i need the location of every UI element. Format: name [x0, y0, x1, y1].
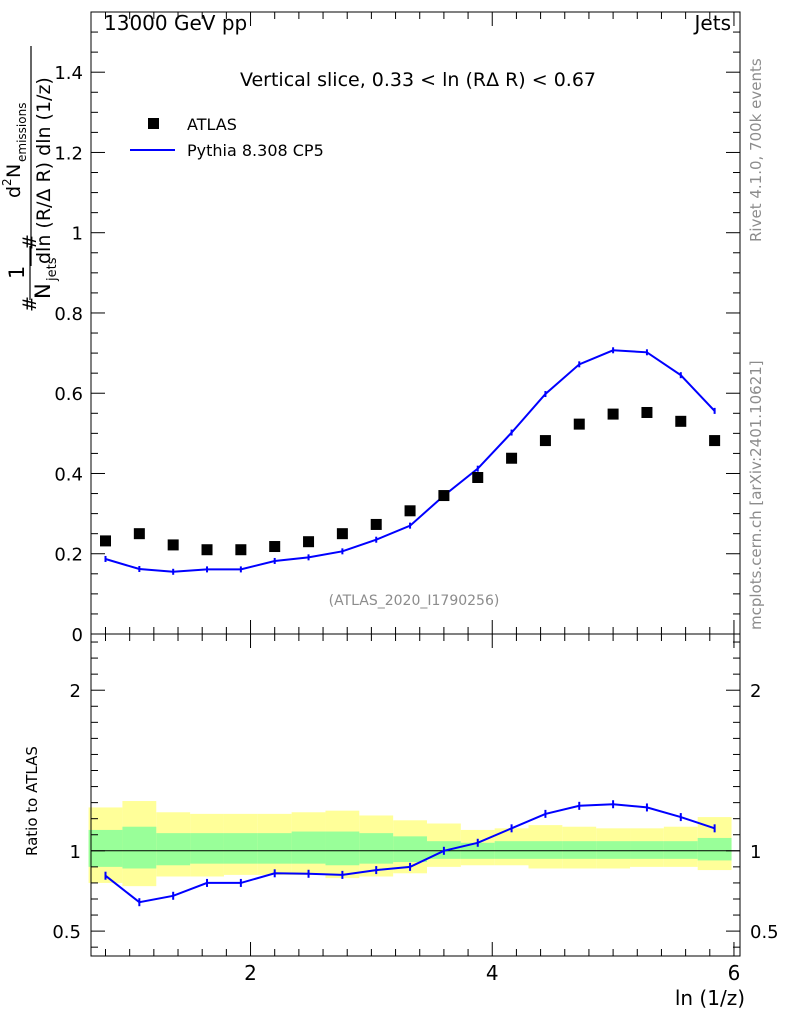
rivet-info: Rivet 4.1.0, 700k events [747, 58, 765, 242]
header-left: 13000 GeV pp [104, 11, 247, 35]
data-point [269, 541, 281, 553]
ylabel-top-N: N [3, 164, 25, 178]
main-y-tick-label: 1 [72, 224, 83, 245]
data-point [201, 544, 213, 556]
data-point [303, 536, 315, 548]
data-point [404, 505, 416, 517]
data-point [506, 452, 518, 464]
data-point [370, 518, 382, 530]
data-point [607, 408, 619, 420]
main-y-tick-label: 1.2 [54, 143, 83, 164]
ratio-y-tick-label-left: 0.5 [52, 922, 81, 943]
analysis-watermark: (ATLAS_2020_I1790256) [329, 593, 500, 609]
ylabel-frac-den-sub: jets [45, 257, 60, 282]
ylabel-frac-den: N [31, 283, 55, 299]
uncertainty-band-stat [359, 833, 394, 864]
header-right: Jets [693, 11, 731, 35]
uncertainty-band-stat [393, 836, 427, 863]
ratio-plot-frame [90, 633, 741, 957]
main-y-tick-label: 0.8 [54, 304, 83, 325]
data-point [573, 418, 585, 430]
data-point [100, 535, 112, 547]
ylabel-top-sup: 2 [0, 178, 14, 186]
main-y-tick-label: 0.4 [54, 464, 83, 485]
data-point [675, 415, 687, 427]
legend: ATLAS Pythia 8.308 CP5 [130, 115, 324, 160]
ylabel-hash-2: # [19, 234, 41, 250]
uncertainty-band-stat [528, 841, 563, 859]
x-tick-label: 4 [486, 961, 499, 985]
main-chart-title: Vertical slice, 0.33 < ln (RΔ R) < 0.67 [240, 69, 596, 91]
x-tick-label: 6 [728, 961, 741, 985]
data-point [336, 528, 348, 540]
legend-mc-label: Pythia 8.308 CP5 [187, 141, 324, 160]
uncertainty-band-stat [325, 831, 360, 866]
data-point [472, 471, 484, 483]
uncertainty-band-stat [630, 841, 664, 859]
ylabel-top-d: d [3, 186, 25, 198]
ylabel-frac-num: 1 [5, 266, 29, 279]
x-axis-label: ln (1/z) [675, 986, 745, 1010]
main-y-tick-label: 0.2 [54, 545, 83, 566]
uncertainty-band-stat [663, 841, 698, 859]
ylabel-bottom: dln (R/Δ R) dln (1/z) [33, 77, 55, 264]
data-point [641, 406, 653, 418]
ratio-y-tick-label-left: 1 [70, 842, 81, 863]
data-point [709, 435, 721, 447]
uncertainty-band-stat [697, 837, 732, 861]
ratio-y-tick-label-right: 2 [750, 681, 761, 702]
main-y-tick-label: 0.6 [54, 384, 83, 405]
main-y-tick-label: 0 [72, 625, 83, 646]
main-y-axis-label: # 1 N jets # d 2 N emissions dln (R/Δ R)… [0, 46, 60, 312]
x-tick-label: 2 [244, 961, 257, 985]
uncertainty-band-stat [190, 833, 224, 864]
uncertainty-band-stat [562, 841, 597, 859]
ratio-y-tick-label-right: 1 [750, 842, 761, 863]
data-point [167, 539, 179, 551]
ylabel-hash-1: # [19, 296, 41, 312]
data-point [133, 528, 145, 540]
ratio-plot-panel: 0.5 0.5 1 1 2 2 2 4 6 [52, 633, 779, 985]
ratio-y-tick-label-right: 0.5 [750, 922, 779, 943]
data-point [235, 544, 247, 556]
uncertainty-band-stat [223, 833, 258, 864]
uncertainty-band-stat [494, 841, 529, 859]
uncertainty-band-stat [596, 841, 631, 859]
legend-data-marker [148, 118, 159, 129]
legend-data-label: ATLAS [187, 115, 237, 134]
uncertainty-band-stat [257, 833, 292, 864]
uncertainty-band-stat [291, 831, 326, 864]
ratio-y-axis-label: Ratio to ATLAS [23, 746, 41, 856]
uncertainty-band-stat [88, 829, 123, 867]
mcplots-info: mcplots.cern.ch [arXiv:2401.10621] [747, 360, 765, 630]
ylabel-top-sub: emissions [15, 103, 29, 162]
uncertainty-band-stat [122, 826, 157, 869]
uncertainty-band-stat [156, 833, 191, 866]
data-point [539, 435, 551, 447]
main-y-tick-label: 1.4 [54, 63, 83, 84]
data-point [438, 490, 450, 502]
ratio-y-tick-label-left: 2 [70, 681, 81, 702]
